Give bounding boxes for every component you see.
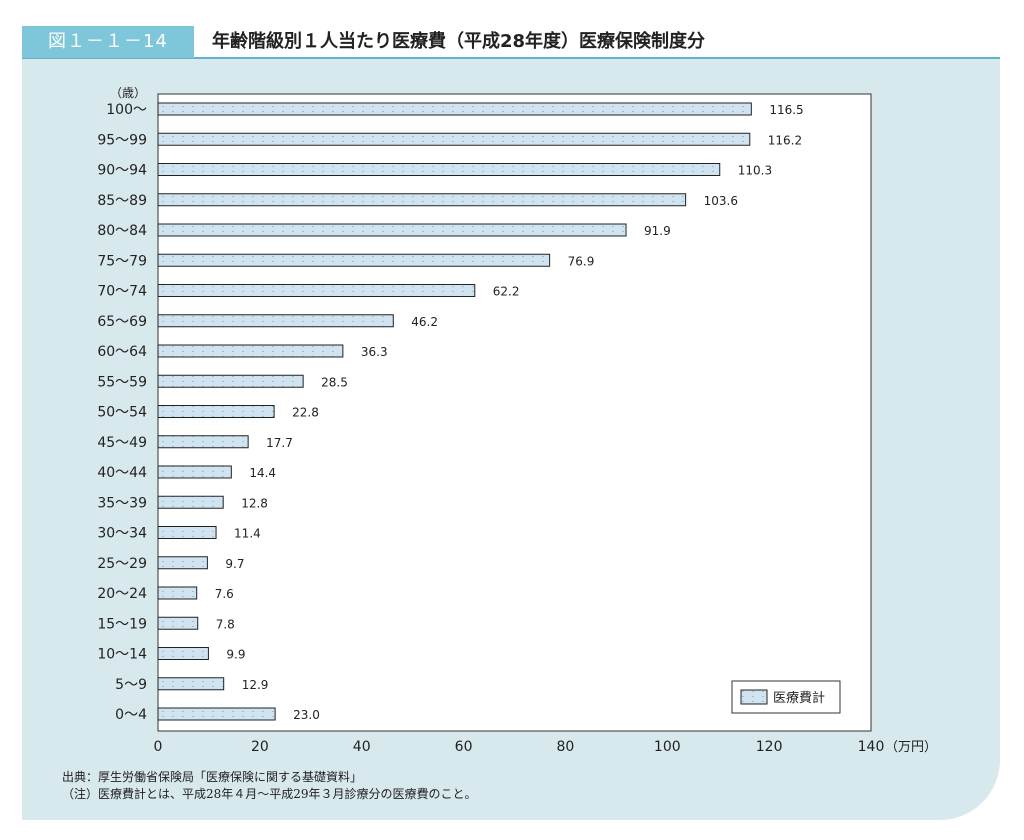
- category-label: 95～99: [97, 132, 147, 148]
- bar: [157, 284, 476, 297]
- data-label: 14.4: [249, 466, 276, 480]
- category-label: 60～64: [97, 344, 147, 360]
- bar: [157, 435, 249, 449]
- bar: [157, 223, 627, 237]
- y-axis-unit-label: （歳）: [110, 86, 146, 100]
- category-label: 80～84: [97, 223, 147, 239]
- data-label: 12.9: [242, 678, 269, 692]
- bar: [157, 374, 304, 388]
- category-label: 50～54: [97, 405, 147, 421]
- category-label: 10～14: [97, 647, 147, 663]
- bar: [157, 677, 225, 691]
- bar: [157, 526, 217, 539]
- bars-group: [157, 102, 752, 721]
- x-axis-ticks: 0 20 40 60 80 100 120 140: [154, 739, 885, 755]
- x-axis-unit-label: （万円）: [885, 740, 937, 755]
- category-label: 70～74: [97, 284, 147, 300]
- data-label: 116.2: [768, 133, 802, 147]
- data-label: 9.7: [225, 557, 244, 571]
- category-label: 90～94: [97, 163, 147, 179]
- x-tick-label: 100: [654, 739, 681, 755]
- category-label: 85～89: [97, 193, 147, 209]
- category-label: 35～39: [97, 495, 147, 511]
- x-tick-label: 120: [756, 739, 783, 755]
- bar: [157, 132, 751, 146]
- data-label: 116.5: [769, 103, 803, 117]
- bar: [157, 344, 344, 358]
- category-label: 30～34: [97, 526, 147, 542]
- x-tick-label: 20: [251, 739, 269, 755]
- figure-title: 年齢階級別１人当たり医療費（平成28年度）医療保険制度分: [212, 31, 706, 52]
- category-label: 40～44: [97, 465, 147, 481]
- category-labels: 100～ 95～99 90～94 85～89 80～84 75～79 70～74 65～69 6…: [97, 102, 147, 723]
- category-label: 25～29: [97, 556, 147, 572]
- data-label: 22.8: [292, 406, 319, 420]
- value-labels: 116.5 116.2 110.3 103.6 91.9 76.9 62.2 46.2 36.3…: [215, 103, 804, 722]
- note-text: （注）医療費計とは、平成28年４月～平成29年３月診療分の医療費のこと。: [62, 787, 477, 801]
- legend: 医療費計: [731, 680, 841, 714]
- category-label: 55～59: [97, 374, 147, 390]
- category-label: 0～4: [115, 707, 147, 723]
- x-tick-label: 40: [353, 739, 371, 755]
- data-label: 76.9: [568, 254, 595, 268]
- figure-number-tab: 図１－１－14: [22, 26, 194, 58]
- data-label: 91.9: [644, 224, 671, 238]
- category-label: 100～: [106, 102, 147, 118]
- bar: [157, 253, 551, 267]
- data-label: 46.2: [411, 315, 438, 329]
- legend-label: 医療費計: [773, 690, 825, 706]
- bar: [157, 556, 208, 570]
- bar: [157, 586, 198, 600]
- bar: [157, 193, 687, 207]
- bar: [157, 405, 275, 418]
- category-label: 5～9: [115, 677, 147, 693]
- data-label: 7.8: [216, 617, 235, 631]
- data-label: 17.7: [266, 436, 293, 450]
- data-label: 12.8: [241, 496, 268, 510]
- x-tick-label: 0: [154, 739, 163, 755]
- bar: [157, 314, 394, 328]
- data-label: 103.6: [704, 194, 738, 208]
- bar: [157, 495, 224, 509]
- data-label: 62.2: [493, 285, 520, 299]
- data-label: 110.3: [738, 164, 772, 178]
- bar: [157, 102, 752, 116]
- header-divider: [22, 57, 1000, 59]
- category-label: 45～49: [97, 435, 147, 451]
- category-label: 20～24: [97, 586, 147, 602]
- data-label: 28.5: [321, 375, 348, 389]
- category-label: 75～79: [97, 253, 147, 269]
- category-label: 15～19: [97, 616, 147, 632]
- data-label: 36.3: [361, 345, 388, 359]
- data-label: 7.6: [215, 587, 234, 601]
- source-text: 出典：厚生労働省保険局「医療保険に関する基礎資料」: [62, 770, 363, 784]
- bar: [157, 707, 276, 721]
- bar: [157, 616, 199, 630]
- x-tick-label: 60: [455, 739, 473, 755]
- category-label: 65～69: [97, 314, 147, 330]
- x-tick-label: 140: [858, 739, 885, 755]
- x-tick-label: 80: [557, 739, 575, 755]
- bar: [157, 647, 209, 660]
- legend-swatch: [740, 689, 768, 705]
- data-label: 11.4: [234, 527, 261, 541]
- bar: [157, 163, 721, 176]
- data-label: 23.0: [293, 708, 320, 722]
- bar: [157, 465, 232, 479]
- data-label: 9.9: [226, 648, 245, 662]
